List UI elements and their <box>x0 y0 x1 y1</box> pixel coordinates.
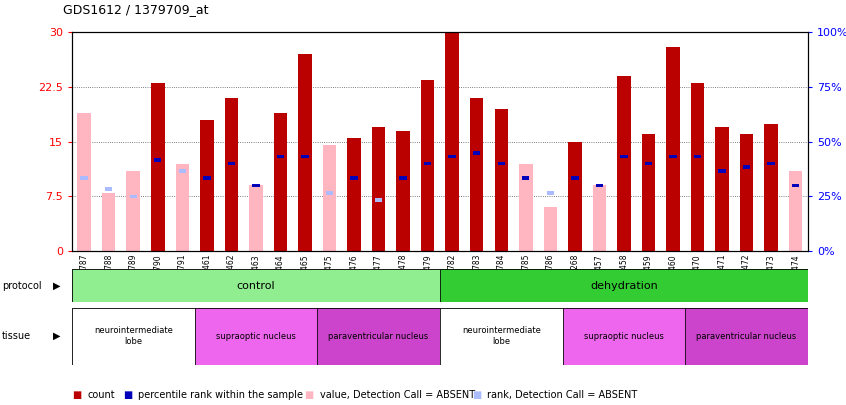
Text: ■: ■ <box>472 390 481 400</box>
Bar <box>228 162 235 165</box>
Bar <box>440 308 563 364</box>
Bar <box>78 113 91 251</box>
Bar <box>252 184 260 187</box>
Bar <box>372 127 385 251</box>
Text: control: control <box>237 281 275 290</box>
Bar <box>179 169 186 173</box>
Bar <box>685 308 808 364</box>
Bar <box>299 54 311 251</box>
Bar <box>323 145 336 251</box>
Bar <box>151 83 164 251</box>
Bar <box>448 154 456 158</box>
Bar <box>519 164 532 251</box>
Bar <box>424 162 431 165</box>
Bar <box>105 187 113 191</box>
Bar <box>547 191 554 195</box>
Bar <box>743 165 750 169</box>
Bar <box>375 198 382 202</box>
Bar <box>522 176 530 180</box>
Bar <box>250 185 262 251</box>
Bar <box>102 193 115 251</box>
Text: dehydration: dehydration <box>590 281 658 290</box>
Text: ▶: ▶ <box>53 281 60 290</box>
Bar <box>691 83 704 251</box>
Text: paraventricular nucleus: paraventricular nucleus <box>328 332 429 341</box>
Bar <box>446 32 459 251</box>
Bar <box>72 308 195 364</box>
Text: tissue: tissue <box>2 331 30 341</box>
Text: percentile rank within the sample: percentile rank within the sample <box>139 390 304 400</box>
Text: neurointermediate
lobe: neurointermediate lobe <box>462 326 541 346</box>
Bar <box>350 176 358 180</box>
Bar <box>473 151 481 154</box>
Bar <box>789 171 802 251</box>
Bar <box>569 142 581 251</box>
Bar <box>176 164 189 251</box>
Bar <box>397 131 409 251</box>
Bar <box>718 169 726 173</box>
Text: GDS1612 / 1379709_at: GDS1612 / 1379709_at <box>63 3 209 16</box>
Bar <box>127 171 140 251</box>
Bar <box>203 176 211 180</box>
Text: ▶: ▶ <box>53 331 60 341</box>
Bar <box>80 176 88 180</box>
Bar <box>274 113 287 251</box>
Text: protocol: protocol <box>2 281 41 290</box>
Bar <box>348 138 360 251</box>
Bar <box>421 80 434 251</box>
Bar <box>571 176 579 180</box>
Bar <box>440 269 808 302</box>
Bar <box>201 120 213 251</box>
Bar <box>596 184 603 187</box>
Text: supraoptic nucleus: supraoptic nucleus <box>216 332 296 341</box>
Bar <box>645 162 652 165</box>
Text: ■: ■ <box>72 390 81 400</box>
Bar <box>129 195 137 198</box>
Bar <box>399 176 407 180</box>
Bar <box>195 308 317 364</box>
Bar <box>618 76 630 251</box>
Bar <box>765 124 777 251</box>
Bar <box>669 154 677 158</box>
Text: neurointermediate
lobe: neurointermediate lobe <box>94 326 173 346</box>
Bar <box>620 154 628 158</box>
Bar <box>497 162 505 165</box>
Bar <box>154 158 162 162</box>
Bar <box>317 308 440 364</box>
Text: ■: ■ <box>124 390 132 400</box>
Bar <box>667 47 679 251</box>
Text: supraoptic nucleus: supraoptic nucleus <box>584 332 664 341</box>
Bar <box>694 154 701 158</box>
Text: ■: ■ <box>305 390 314 400</box>
Bar <box>225 98 238 251</box>
Bar <box>642 134 655 251</box>
Bar <box>277 154 284 158</box>
Text: paraventricular nucleus: paraventricular nucleus <box>696 332 797 341</box>
Bar <box>740 134 753 251</box>
Bar <box>301 154 309 158</box>
Bar <box>593 185 606 251</box>
Bar <box>72 269 440 302</box>
Bar <box>495 109 508 251</box>
Bar <box>470 98 483 251</box>
Bar <box>792 184 799 187</box>
Bar <box>563 308 685 364</box>
Bar <box>767 162 775 165</box>
Bar <box>326 191 333 195</box>
Bar <box>544 207 557 251</box>
Bar <box>716 127 728 251</box>
Text: value, Detection Call = ABSENT: value, Detection Call = ABSENT <box>320 390 475 400</box>
Text: count: count <box>87 390 115 400</box>
Text: rank, Detection Call = ABSENT: rank, Detection Call = ABSENT <box>487 390 638 400</box>
